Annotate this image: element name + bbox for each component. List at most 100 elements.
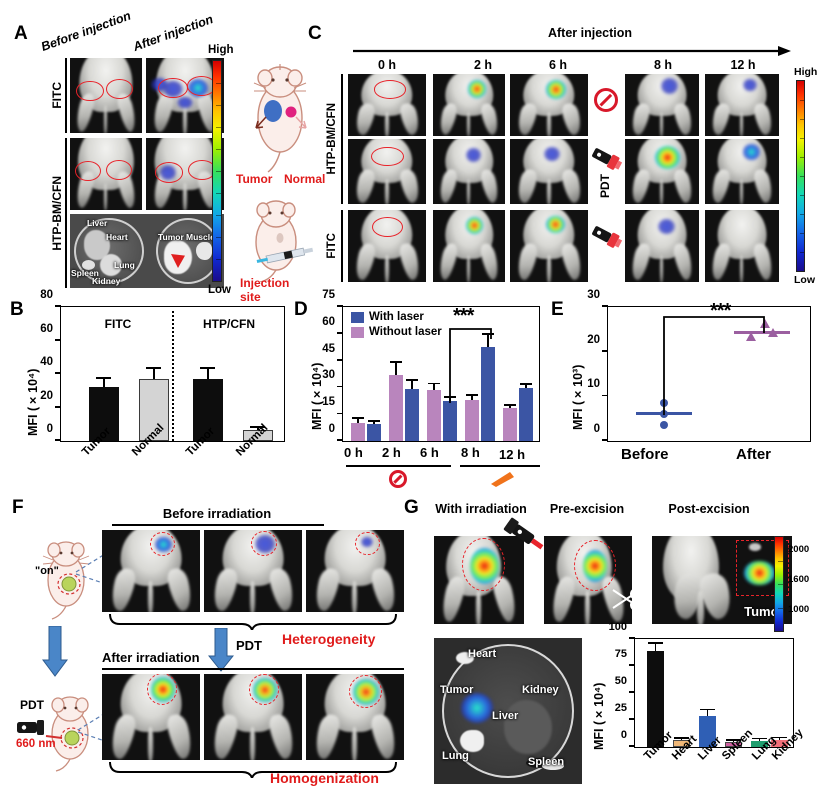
panel-g-organ-label-heart: Heart	[468, 648, 497, 660]
panel-f-brace-bottom	[109, 761, 397, 778]
panel-g-bar-heart	[673, 740, 690, 747]
panel-d-group-underline-no-laser	[346, 465, 451, 467]
panel-c-row-label-fitc: FITC	[326, 233, 338, 259]
panel-d-legend-label-without-laser: Without laser	[369, 326, 442, 338]
panel-g-bar-kidney	[771, 739, 788, 747]
laser-icon-panel-d	[491, 472, 514, 487]
panel-f-brace-top	[109, 613, 397, 630]
panel-c-colorbar-high-label: High	[794, 66, 818, 78]
panel-a-colorbar	[212, 60, 222, 282]
panel-f-pdt-arrow	[208, 628, 234, 672]
panel-g-ylabel: MFI (×10⁴)	[592, 682, 606, 750]
panel-f-heterogeneity-label: Heterogeneity	[282, 631, 376, 647]
panel-c-axis-title: After injection	[547, 26, 633, 40]
panel-a-row-label-fitc: FITC	[50, 82, 64, 109]
panel-g-organ-label-liver: Liver	[492, 710, 519, 722]
panel-d-ytick-60: 60	[322, 315, 335, 328]
organ-label-spleen: Spleen	[71, 268, 99, 278]
panel-b-ylabel: MFI (×10⁴)	[26, 368, 40, 436]
panel-b-ytick-40: 40	[40, 356, 53, 368]
panel-d-ytick-15: 15	[322, 396, 335, 409]
panel-a-image-fitc-after	[146, 58, 224, 133]
panel-c-time-8h: 8 h	[653, 58, 673, 72]
laser-torch-icon-panel-f	[17, 720, 44, 735]
panel-g-label: G	[404, 497, 419, 518]
panel-e-ytick-10: 10	[587, 378, 600, 391]
panel-g-ytick-50: 50	[614, 675, 627, 687]
panel-e-label: E	[551, 299, 564, 320]
panel-d-bar-2h-with	[405, 389, 419, 441]
panel-a-colorbar-low-label: Low	[208, 284, 231, 296]
panel-d-bar-6h-with	[443, 401, 457, 441]
panel-d-plot-area: 0 15 30 45 60 75 With laser Without lase…	[322, 289, 540, 442]
panel-g-organ-label-lung: Lung	[442, 750, 469, 762]
panel-c-image-r1c1	[348, 74, 426, 136]
no-laser-icon-panel-d	[389, 470, 407, 488]
panel-d-significance-bracket	[449, 328, 492, 403]
panel-d-group-underline-laser	[460, 465, 540, 467]
panel-c-time-6h: 6 h	[548, 58, 568, 72]
panel-e-xcat-before: Before	[621, 446, 669, 463]
panel-b-plot-area: 0 20 40 60 80 FITC HTP/CFN	[40, 289, 285, 442]
panel-g-ytick-0: 0	[620, 729, 627, 741]
panel-e-point-after-2	[746, 332, 756, 341]
panel-g-organ-label-tumor: Tumor	[440, 684, 474, 696]
panel-b-ytick-0: 0	[46, 423, 53, 435]
panel-d-bar-8h-without	[465, 400, 479, 441]
panel-g-header-pre-excision: Pre-excision	[549, 502, 625, 516]
panel-e-point-before-3	[660, 421, 668, 430]
panel-g-header-with-irradiation: With irradiation	[435, 502, 527, 516]
panel-g-bar-spleen	[725, 742, 742, 747]
panel-d: MFI (×10⁴) 0 15 30 45 60 75 With laser W…	[294, 289, 544, 490]
panel-a-schematic-normal-label: Normal	[284, 172, 326, 186]
panel-f-header-rule-after	[102, 668, 404, 671]
panel-a-image-htpbm-before	[70, 138, 142, 210]
panel-g: With irradiation Pre-excision Post-excis…	[404, 498, 820, 786]
panel-f-mouse-schematic-on	[42, 541, 90, 620]
panel-f-image-before-3	[306, 530, 404, 612]
panel-g-plot-area: 0 25 50 75 100	[609, 621, 794, 748]
panel-c-image-r2c4	[625, 139, 699, 204]
panel-f-homogenization-label: Homogenization	[270, 770, 379, 786]
panel-a-col-header-before: Before injection	[39, 8, 133, 54]
panel-c-time-arrow	[353, 46, 791, 56]
panel-a-row-rule-htpbm	[65, 138, 67, 288]
panel-a: Before injection After injection FITC HT…	[39, 9, 325, 304]
panel-f-pdt-arrow-label: PDT	[236, 638, 262, 653]
panel-a-image-htpbm-after	[146, 138, 224, 210]
panel-d-bar-12h-without	[503, 407, 517, 441]
panel-g-organ-label-kidney: Kidney	[522, 684, 559, 696]
panel-d-xcat-12h: 12 h	[499, 447, 526, 462]
panel-f-left-arrow	[42, 626, 68, 677]
panel-f-image-after-3	[306, 674, 404, 760]
panel-f: Before irradiation "on" Hete	[12, 498, 407, 786]
panel-d-ytick-45: 45	[322, 342, 335, 355]
panel-g-bar-liver	[699, 716, 716, 747]
organ-label-muscle: Muscle	[186, 232, 215, 242]
panel-c-label: C	[308, 23, 322, 44]
panel-g-header-post-excision: Post-excision	[668, 502, 750, 516]
panel-e-significance-bracket	[663, 316, 765, 415]
panel-c-image-r2c5	[705, 139, 779, 204]
panel-e-plot-area: 0 10 20 30 ***	[587, 289, 811, 442]
panel-b-bar-htpcfn-normal	[243, 430, 273, 441]
panel-f-image-before-2	[204, 530, 302, 612]
panel-d-bar-0h-with	[367, 423, 381, 441]
panel-f-header-rule-before	[112, 524, 324, 527]
panel-g-tumor-label: Tumor	[744, 603, 784, 619]
panel-c-time-0h: 0 h	[377, 58, 397, 72]
panel-b: MFI (×10⁴) 0 20 40 60 80 FITC HTP/CFN Tu…	[10, 289, 285, 485]
panel-c-image-r2c3	[510, 139, 588, 204]
panel-c-image-r2c2	[433, 139, 505, 204]
panel-f-image-before-1	[102, 530, 200, 612]
panel-g-organ-label-spleen: Spleen	[528, 756, 565, 768]
panel-d-legend-swatch-with-laser	[351, 311, 364, 323]
panel-d-bar-8h-with	[481, 346, 495, 441]
panel-a-label: A	[14, 23, 28, 44]
panel-c-image-r1c4	[625, 74, 699, 136]
panel-f-on-label: "on"	[35, 565, 59, 577]
panel-a-col-header-after: After injection	[131, 12, 215, 54]
panel-f-header-after: After irradiation	[102, 650, 200, 665]
panel-d-significance-stars: ***	[453, 305, 474, 327]
panel-b-ytick-80: 80	[40, 289, 53, 301]
